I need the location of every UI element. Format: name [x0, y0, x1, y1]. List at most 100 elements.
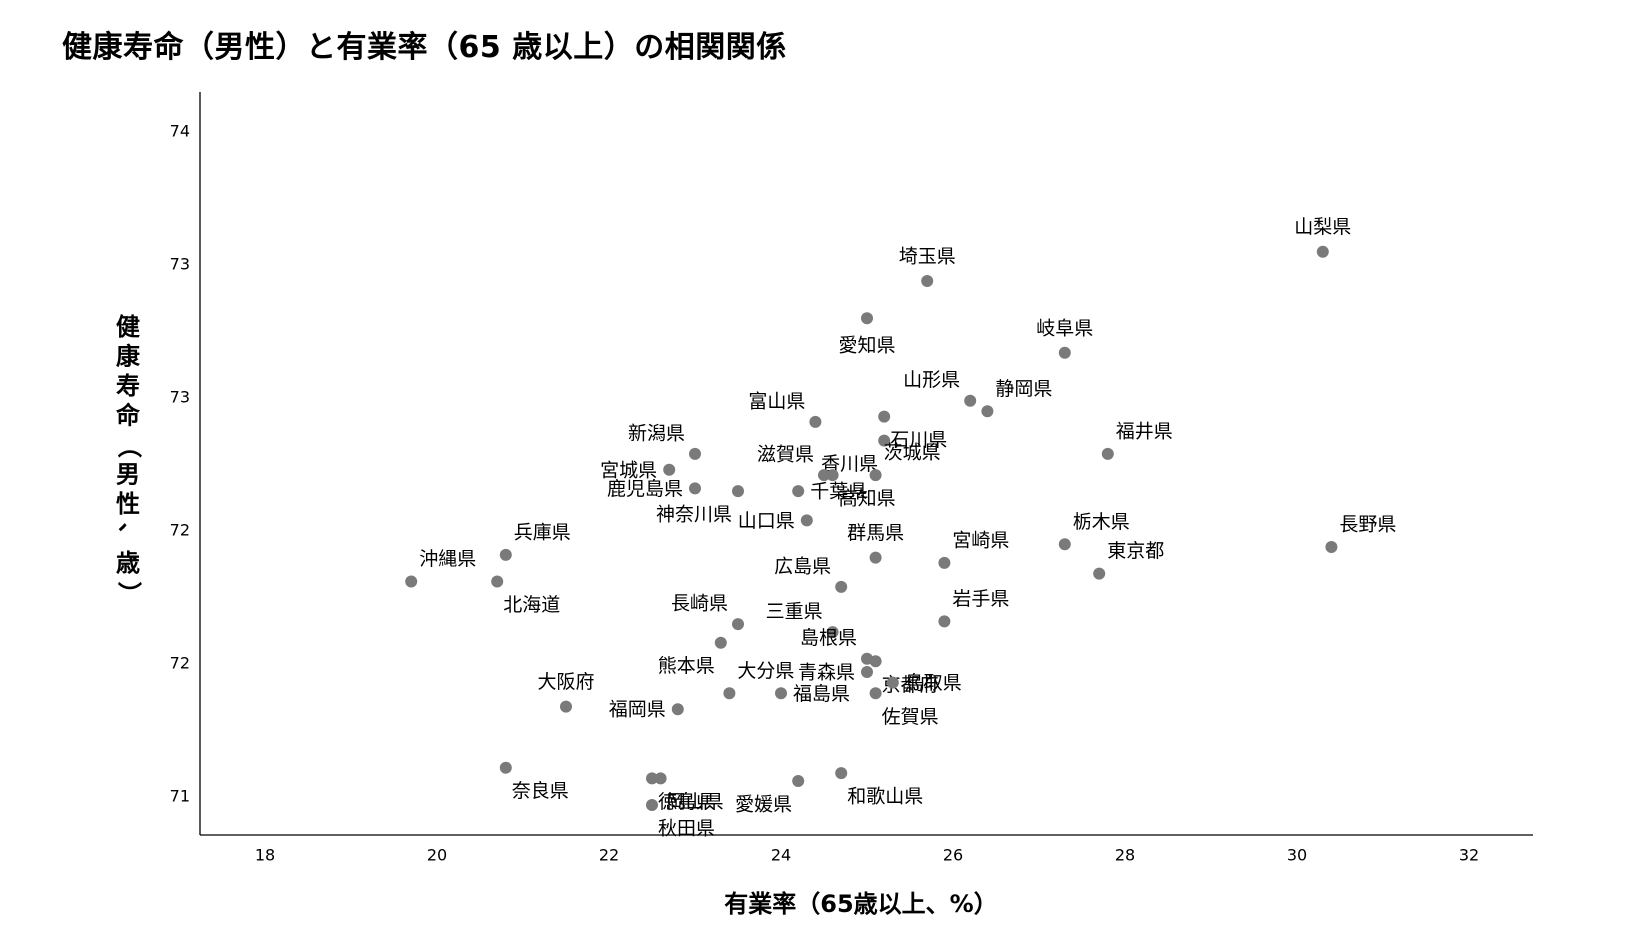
point-label: 徳島県 — [658, 791, 715, 813]
scatter-point — [938, 615, 951, 628]
y-axis-label-char: 命 — [116, 402, 141, 430]
scatter-point — [1058, 346, 1071, 359]
point-label: 島根県 — [800, 627, 857, 649]
scatter-point — [732, 618, 744, 631]
scatter-point — [1093, 567, 1106, 580]
point-label: 茨城県 — [884, 442, 941, 464]
point-label: 滋賀県 — [757, 444, 814, 466]
scatter-point — [1325, 541, 1338, 553]
y-tick-label: 71 — [170, 787, 190, 806]
point-label: 三重県 — [766, 601, 823, 623]
y-tick-label: 73 — [170, 388, 190, 407]
scatter-point — [499, 761, 512, 774]
point-label: 岡山県 — [667, 791, 724, 813]
scatter-point — [499, 548, 512, 561]
x-tick-label: 30 — [1287, 846, 1307, 865]
scatter-point — [826, 469, 839, 482]
point-label: 沖縄県 — [419, 548, 476, 570]
x-tick-label: 28 — [1115, 846, 1135, 865]
scatter-point — [921, 275, 934, 287]
y-axis-label-char: 男 — [116, 461, 140, 489]
point-label: 千葉県 — [810, 481, 867, 503]
scatter-point — [732, 485, 744, 498]
scatter-point — [800, 514, 813, 527]
point-label: 広島県 — [774, 555, 831, 577]
scatter-point — [869, 551, 882, 564]
scatter-point — [809, 415, 822, 428]
y-axis-label-char: 性 — [116, 490, 140, 518]
scatter-point — [723, 687, 736, 700]
x-axis-label: 有業率（65歳以上、%） — [724, 890, 997, 918]
point-label: 和歌山県 — [847, 786, 923, 808]
point-label: 東京都 — [1107, 540, 1164, 562]
point-label: 福岡県 — [609, 699, 666, 721]
scatter-point — [835, 767, 848, 780]
scatter-point — [646, 772, 658, 785]
scatter-point — [792, 775, 805, 787]
point-label: 鳥取県 — [905, 672, 962, 694]
x-tick-label: 22 — [599, 846, 619, 865]
point-label: 大阪府 — [537, 671, 594, 693]
scatter-point — [886, 676, 899, 689]
x-tick-labels: 18 20 22 24 26 28 30 32 — [255, 846, 1479, 865]
scatter-point — [654, 772, 667, 785]
x-tick-label: 20 — [427, 846, 447, 865]
point-label: 香川県 — [821, 453, 878, 475]
point-label: 富山県 — [748, 390, 805, 412]
y-tick-label: 73 — [170, 255, 190, 274]
x-tick-label: 32 — [1459, 846, 1479, 865]
point-label: 福島県 — [793, 683, 850, 705]
scatter-point — [663, 463, 676, 476]
scatter-point — [714, 636, 727, 649]
scatter-point — [1058, 538, 1071, 551]
y-axis-label-char: 、 — [115, 523, 143, 547]
scatter-point — [826, 626, 839, 639]
point-label: 鹿児島県 — [607, 478, 683, 500]
point-label: 兵庫県 — [514, 521, 571, 543]
point-label: 栃木県 — [1073, 511, 1130, 533]
x-tick-label: 18 — [255, 846, 275, 865]
point-label: 石川県 — [890, 429, 947, 451]
scatter-point — [861, 312, 873, 325]
point-label: 山口県 — [738, 510, 795, 532]
point-label: 岐阜県 — [1036, 317, 1093, 339]
scatter-point — [491, 575, 504, 588]
y-axis-label-char: （ — [115, 434, 143, 458]
point-label: 高知県 — [839, 488, 896, 510]
chart-title: 健康寿命（男性）と有業率（65 歳以上）の相関関係 — [62, 30, 787, 65]
x-tick-label: 26 — [943, 846, 963, 865]
scatter-point — [861, 666, 873, 678]
y-axis-label-char: 寿 — [116, 372, 140, 400]
scatter-point — [869, 687, 882, 700]
point-label: 大分県 — [737, 660, 794, 682]
point-label: 愛知県 — [838, 335, 895, 357]
scatter-point — [1316, 245, 1329, 258]
point-label: 北海道 — [503, 594, 560, 616]
point-label: 岩手県 — [952, 588, 1009, 610]
point-label: 静岡県 — [995, 378, 1052, 400]
y-tick-label: 74 — [170, 122, 190, 141]
scatter-point — [560, 700, 572, 713]
scatter-point — [869, 469, 882, 482]
scatter-point — [878, 410, 891, 423]
y-tick-label: 72 — [170, 521, 190, 540]
point-label: 山梨県 — [1294, 216, 1351, 238]
scatter-point — [981, 405, 994, 418]
scatter-point — [405, 575, 418, 588]
point-label: 群馬県 — [847, 522, 904, 544]
x-tick-label: 24 — [771, 846, 791, 865]
point-label: 山形県 — [903, 369, 960, 391]
point-label: 宮崎県 — [952, 529, 1009, 551]
y-axis-label-char: ） — [115, 582, 143, 606]
point-label: 神奈川県 — [656, 504, 732, 526]
y-tick-label: 72 — [170, 654, 190, 673]
scatter-point — [689, 447, 701, 460]
point-label: 奈良県 — [512, 780, 569, 802]
scatter-point — [835, 580, 848, 593]
y-axis-label-char: 健 — [116, 313, 140, 341]
scatter-point — [1101, 447, 1114, 460]
scatter-point — [878, 434, 891, 447]
y-axis-label: 健康寿命 （ 男性、歳 ） — [115, 313, 143, 606]
scatter-point — [689, 482, 701, 495]
